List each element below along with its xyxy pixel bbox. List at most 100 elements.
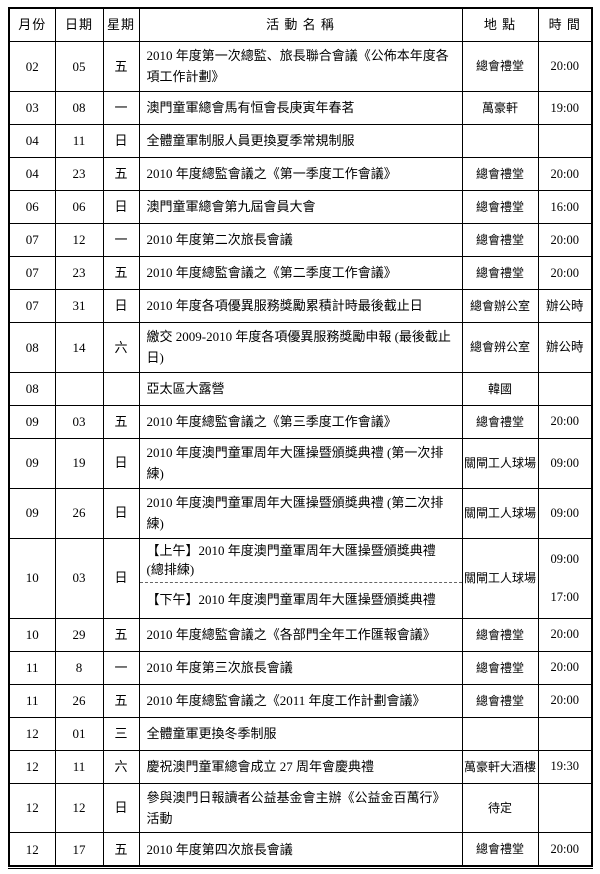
cell-time: 20:00 <box>537 617 593 652</box>
cell-month: 11 <box>8 650 56 685</box>
cell-date: 31 <box>54 288 104 323</box>
cell-month: 09 <box>8 437 56 489</box>
table-outer-border: 月份 日期 星期 活 動 名 稱 地 點 時 間 02 05 五 2010 年度第一次… <box>8 7 593 870</box>
cell-location: 總會禮堂 <box>461 41 539 92</box>
cell-activity: 全體童軍制服人員更換夏季常規制服 <box>138 123 463 158</box>
cell-time: 19:30 <box>537 749 593 784</box>
cell-date: 8 <box>54 650 104 685</box>
cell-month: 10 <box>8 537 56 619</box>
cell-time: 20:00 <box>537 41 593 92</box>
cell-weekday: 三 <box>102 716 140 751</box>
cell-activity: 繳交 2009-2010 年度各項優異服務獎勵申報 (最後截止日) <box>138 321 463 373</box>
cell-activity: 2010 年度總監會議之《第一季度工作會議》 <box>138 156 463 191</box>
cell-time <box>537 123 593 158</box>
cell-date: 11 <box>54 123 104 158</box>
header-cell-month: 月份 <box>8 7 56 42</box>
cell-month: 04 <box>8 156 56 191</box>
cell-date: 12 <box>54 222 104 257</box>
table-row: 07 23 五 2010 年度總監會議之《第二季度工作會議》 總會禮堂 20:00 <box>8 255 593 290</box>
cell-activity: 參與澳門日報讀者公益基金會主辦《公益金百萬行》活動 <box>138 782 463 834</box>
cell-activity: 2010 年度總監會議之《各部門全年工作匯報會議》 <box>138 617 463 652</box>
table-row: 06 06 日澳門童軍總會第九屆會員大會 總會禮堂 16:00 <box>8 189 593 224</box>
cell-month: 09 <box>8 404 56 439</box>
cell-location: 總會禮堂 <box>461 404 539 439</box>
cell-weekday: 五 <box>102 617 140 652</box>
cell-month: 04 <box>8 123 56 158</box>
cell-activity: 2010 年度總監會議之《2011 年度工作計劃會議》 <box>138 683 463 718</box>
cell-month: 07 <box>8 222 56 257</box>
cell-time: 19:00 <box>537 90 593 125</box>
cell-weekday: 六 <box>102 321 140 373</box>
cell-time: 20:00 <box>537 650 593 685</box>
cell-location: 總會禮堂 <box>461 255 539 290</box>
cell-date: 05 <box>54 41 104 92</box>
cell-month: 12 <box>8 832 56 867</box>
cell-activity: 亞太區大露營 <box>138 371 463 406</box>
cell-location: 總會禮堂 <box>461 189 539 224</box>
cell-weekday: 五 <box>102 404 140 439</box>
cell-location: 待定 <box>461 782 539 834</box>
cell-month: 06 <box>8 189 56 224</box>
cell-weekday: 一 <box>102 650 140 685</box>
header-cell-time: 時 間 <box>537 7 593 42</box>
cell-activity: 2010 年度第二次旅長會議 <box>138 222 463 257</box>
header-cell-weekday: 星期 <box>102 7 140 42</box>
table-row: 11 8 一 2010 年度第三次旅長會議 總會禮堂 20:00 <box>8 650 593 685</box>
cell-location: 總會禮堂 <box>461 222 539 257</box>
cell-date: 08 <box>54 90 104 125</box>
cell-month: 08 <box>8 371 56 406</box>
cell-weekday: 日 <box>102 288 140 323</box>
sub-activity-label: 【上午】2010 年度澳門童軍周年大匯操暨頒獎典禮 (總排練) <box>146 542 436 578</box>
cell-location <box>461 716 539 751</box>
table-row: 09 19 日 2010 年度澳門童軍周年大匯操暨頒獎典禮 (第一次排練) 關閘工人球場… <box>8 437 593 489</box>
cell-date: 03 <box>54 537 104 619</box>
table-row: 11 26 五 2010 年度總監會議之《2011 年度工作計劃會議》 總會禮堂 20:0… <box>8 683 593 718</box>
table-row: 09 03 五 2010 年度總監會議之《第三季度工作會議》 總會禮堂 20:00 <box>8 404 593 439</box>
activity-schedule-table: 月份 日期 星期 活 動 名 稱 地 點 時 間 02 05 五 2010 年度第一次… <box>8 7 593 868</box>
schedule-document-page: 月份 日期 星期 活 動 名 稱 地 點 時 間 02 05 五 2010 年度第一次… <box>8 7 593 870</box>
table-row: 09 26 日 2010 年度澳門童軍周年大匯操暨頒獎典禮 (第二次排練) 關閘工人球場… <box>8 487 593 539</box>
table-row: 08 亞太區大露營 韓國 <box>8 371 593 406</box>
cell-location: 總會禮堂 <box>461 156 539 191</box>
cell-activity: 2010 年度第一次總監、旅長聯合會議《公佈本年度各項工作計劃》 <box>138 41 463 92</box>
cell-location: 關閘工人球場 <box>461 537 539 619</box>
cell-activity: 全體童軍更換冬季制服 <box>138 716 463 751</box>
cell-date: 26 <box>54 683 104 718</box>
cell-location <box>461 123 539 158</box>
table-row: 02 05 五 2010 年度第一次總監、旅長聯合會議《公佈本年度各項工作計劃》 總會禮… <box>8 41 593 92</box>
cell-time: 20:00 <box>537 156 593 191</box>
cell-time: 16:00 <box>537 189 593 224</box>
cell-activity: 澳門童軍總會馬有恒會長庚寅年春茗 <box>138 90 463 125</box>
cell-location: 關閘工人球場 <box>461 437 539 489</box>
cell-month: 02 <box>8 41 56 92</box>
cell-activity: 2010 年度澳門童軍周年大匯操暨頒獎典禮 (第一次排練) <box>138 437 463 489</box>
cell-weekday: 日 <box>102 782 140 834</box>
cell-month: 12 <box>8 782 56 834</box>
cell-date: 01 <box>54 716 104 751</box>
cell-weekday: 五 <box>102 156 140 191</box>
cell-weekday <box>102 371 140 406</box>
cell-month: 09 <box>8 487 56 539</box>
cell-weekday: 日 <box>102 189 140 224</box>
sub-time-label: 17:00 <box>550 589 579 604</box>
cell-time: 20:00 <box>537 404 593 439</box>
cell-month: 07 <box>8 255 56 290</box>
cell-date: 29 <box>54 617 104 652</box>
cell-location: 萬豪軒 <box>461 90 539 125</box>
cell-activity: 【上午】2010 年度澳門童軍周年大匯操暨頒獎典禮 (總排練) 【下午】2010 … <box>138 537 463 619</box>
cell-date: 26 <box>54 487 104 539</box>
cell-time: 20:00 <box>537 832 593 867</box>
cell-date: 17 <box>54 832 104 867</box>
cell-activity: 澳門童軍總會第九屆會員大會 <box>138 189 463 224</box>
table-row: 12 12 日參與澳門日報讀者公益基金會主辦《公益金百萬行》活動 待定 <box>8 782 593 834</box>
cell-weekday: 日 <box>102 487 140 539</box>
cell-activity: 2010 年度各項優異服務獎勵累積計時最後截止日 <box>138 288 463 323</box>
header-cell-activity: 活 動 名 稱 <box>138 7 463 42</box>
cell-date: 12 <box>54 782 104 834</box>
cell-weekday: 五 <box>102 683 140 718</box>
cell-location: 萬豪軒大酒樓 <box>461 749 539 784</box>
cell-weekday: 日 <box>102 437 140 489</box>
header-cell-location: 地 點 <box>461 7 539 42</box>
cell-month: 07 <box>8 288 56 323</box>
cell-activity: 2010 年度澳門童軍周年大匯操暨頒獎典禮 (第二次排練) <box>138 487 463 539</box>
